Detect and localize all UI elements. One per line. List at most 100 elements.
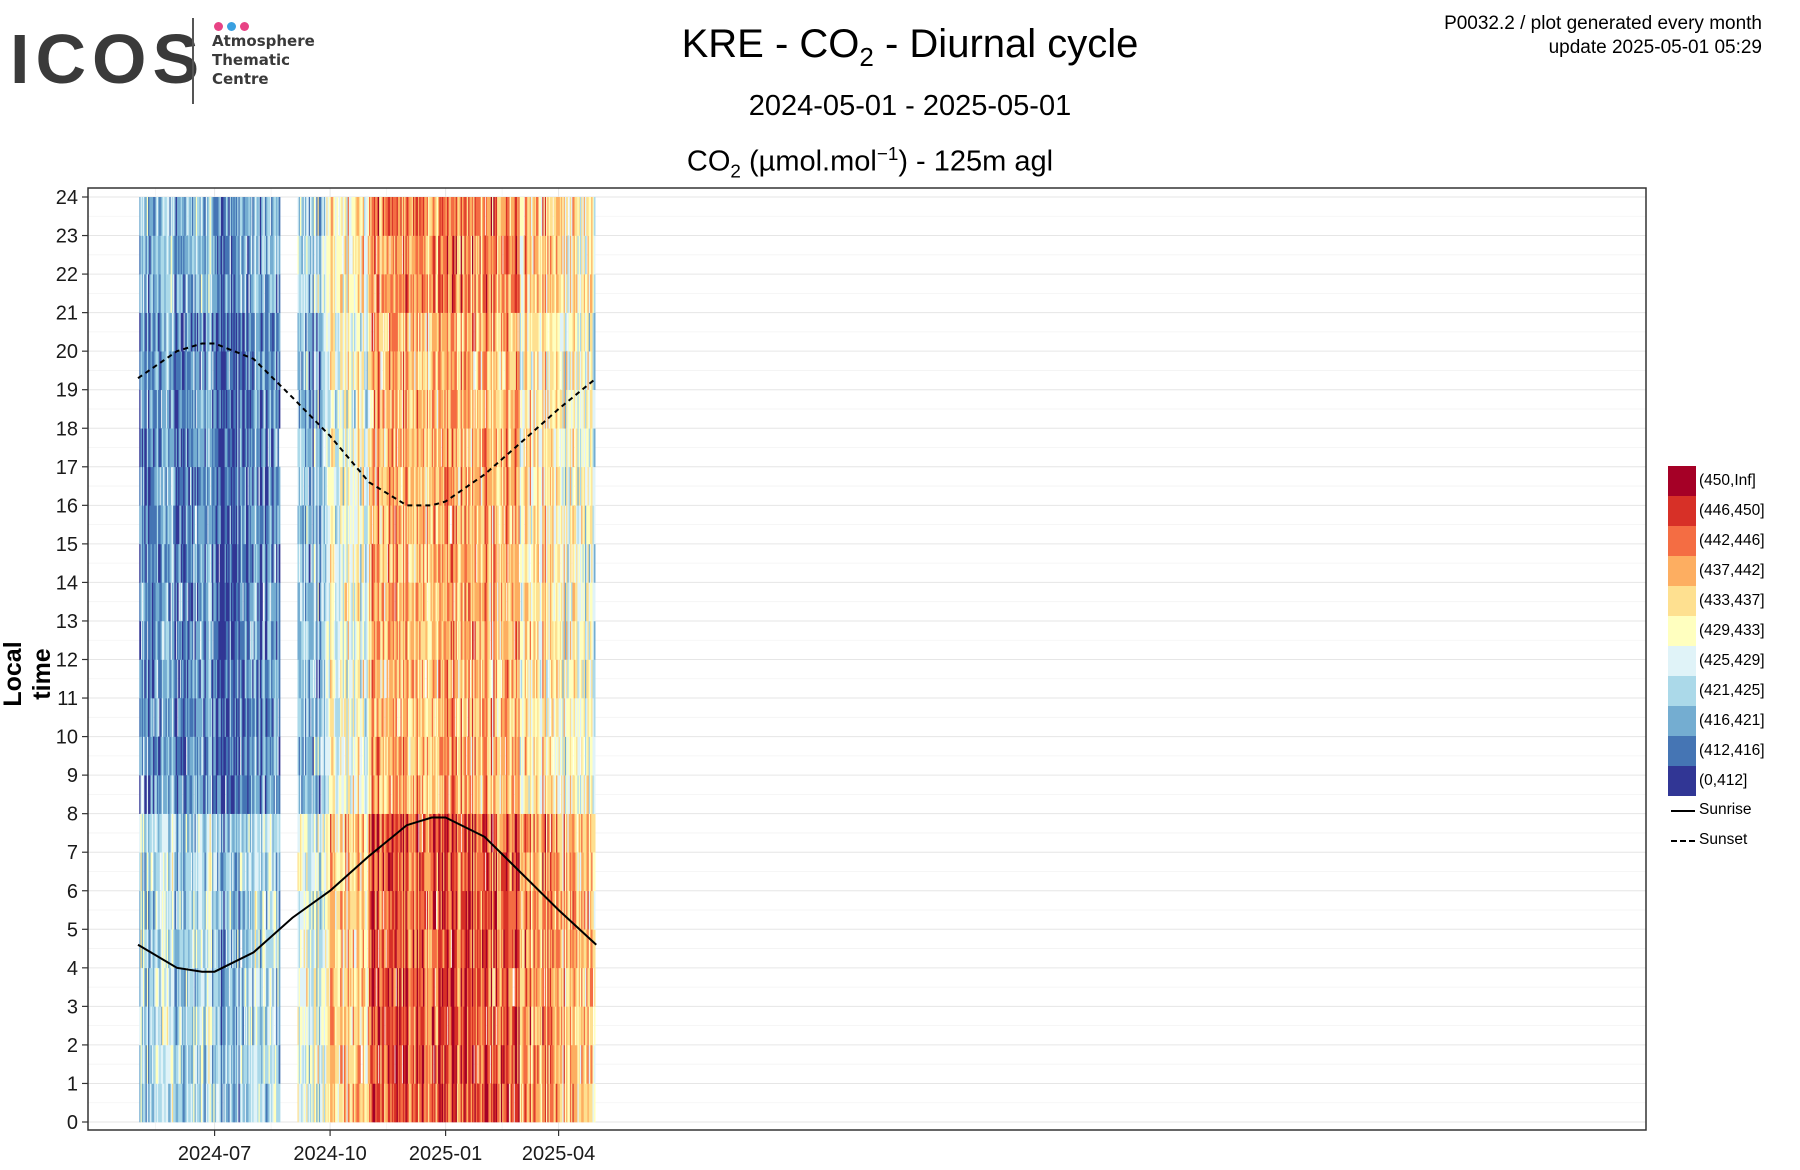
heatmap-tile	[268, 736, 271, 776]
heatmap-tile	[411, 428, 414, 468]
heatmap-tile	[208, 813, 211, 853]
heatmap-tile	[369, 235, 371, 275]
heatmap-tile	[366, 235, 369, 275]
heatmap-tile	[240, 582, 243, 622]
heatmap-tile	[336, 852, 339, 892]
heatmap-tile	[348, 659, 351, 699]
heatmap-tile	[415, 929, 418, 969]
heatmap-tile	[389, 890, 391, 930]
heatmap-tile	[306, 1006, 308, 1046]
heatmap-tile	[207, 1044, 209, 1084]
heatmap-tile	[321, 235, 324, 275]
heatmap-tile	[217, 389, 219, 429]
heatmap-tile	[183, 235, 185, 275]
heatmap-tile	[207, 428, 209, 468]
heatmap-tile	[353, 466, 356, 506]
heatmap-tile	[360, 582, 362, 622]
heatmap-tile	[244, 775, 247, 814]
heatmap-tile	[251, 813, 253, 853]
heatmap-tile	[249, 197, 252, 236]
heatmap-tile	[189, 929, 192, 969]
heatmap-tile	[325, 274, 327, 313]
heatmap-tile	[411, 620, 414, 660]
heatmap-tile	[412, 389, 415, 429]
heatmap-tile	[347, 852, 350, 892]
heatmap-tile	[276, 312, 278, 352]
heatmap-tile	[197, 813, 199, 853]
heatmap-tile	[407, 967, 410, 1007]
heatmap-tile	[355, 813, 357, 853]
heatmap-tile	[144, 736, 147, 776]
heatmap-tile	[317, 1044, 320, 1084]
heatmap-tile	[412, 698, 415, 737]
heatmap-tile	[141, 967, 144, 1007]
heatmap-tile	[215, 197, 218, 236]
heatmap-tile	[144, 466, 147, 506]
heatmap-tile	[156, 428, 159, 468]
heatmap-tile	[257, 813, 260, 853]
heatmap-tile	[190, 582, 193, 622]
heatmap-tile	[360, 1006, 362, 1046]
heatmap-tile	[380, 274, 383, 313]
heatmap-tile	[220, 543, 223, 583]
heatmap-tile	[380, 813, 383, 853]
heatmap-tile	[365, 813, 368, 853]
heatmap-tile	[262, 312, 265, 352]
heatmap-tile	[170, 1083, 173, 1123]
heatmap-tile	[363, 505, 366, 545]
heatmap-tile	[217, 659, 219, 699]
heatmap-tile	[331, 1083, 334, 1123]
heatmap-tile	[185, 466, 188, 506]
heatmap-tile	[164, 1083, 167, 1123]
heatmap-tile	[376, 890, 379, 930]
heatmap-tile	[372, 929, 375, 969]
heatmap-tile	[199, 389, 202, 429]
heatmap-tile	[385, 775, 388, 814]
heatmap-tile	[412, 466, 415, 506]
heatmap-tile	[266, 1083, 268, 1123]
heatmap-tile	[237, 197, 239, 236]
heatmap-tile	[224, 351, 227, 391]
heatmap-tile	[366, 1044, 369, 1084]
heatmap-tile	[274, 235, 277, 275]
heatmap-tile	[204, 351, 207, 391]
heatmap-tile	[298, 582, 301, 622]
heatmap-tile	[400, 929, 403, 969]
heatmap-tile	[262, 543, 265, 583]
heatmap-tile	[184, 967, 187, 1007]
heatmap-tile	[159, 312, 162, 352]
heatmap-tile	[392, 312, 395, 352]
heatmap-tile	[237, 620, 239, 660]
heatmap-tile	[355, 312, 357, 352]
heatmap-tile	[297, 1006, 300, 1046]
heatmap-tile	[407, 1083, 410, 1123]
heatmap-tile	[158, 274, 160, 313]
heatmap-tile	[321, 1044, 324, 1084]
heatmap-tile	[153, 428, 155, 468]
heatmap-tile	[237, 582, 239, 622]
heatmap-tile	[146, 813, 149, 853]
heatmap-tile	[141, 197, 144, 236]
heatmap-tile	[205, 736, 208, 776]
heatmap-tile	[251, 775, 253, 814]
heatmap-tile	[395, 736, 398, 776]
heatmap-tile	[203, 698, 206, 737]
heatmap-tile	[387, 852, 390, 892]
heatmap-tile	[243, 582, 246, 622]
heatmap-tile	[209, 775, 212, 814]
heatmap-tile	[367, 312, 370, 352]
heatmap-tile	[175, 543, 178, 583]
heatmap-tile	[146, 967, 149, 1007]
heatmap-tile	[301, 197, 303, 236]
heatmap-tile	[321, 428, 324, 468]
heatmap-tile	[387, 543, 390, 583]
heatmap-tile	[337, 505, 340, 545]
heatmap-tile	[179, 274, 182, 313]
heatmap-tile	[401, 1006, 404, 1046]
heatmap-tile	[360, 543, 362, 583]
heatmap-tile	[228, 852, 231, 892]
heatmap-tile	[258, 1044, 261, 1084]
heatmap-tile	[205, 543, 208, 583]
heatmap-tile	[203, 967, 206, 1007]
heatmap-tile	[259, 1044, 262, 1084]
